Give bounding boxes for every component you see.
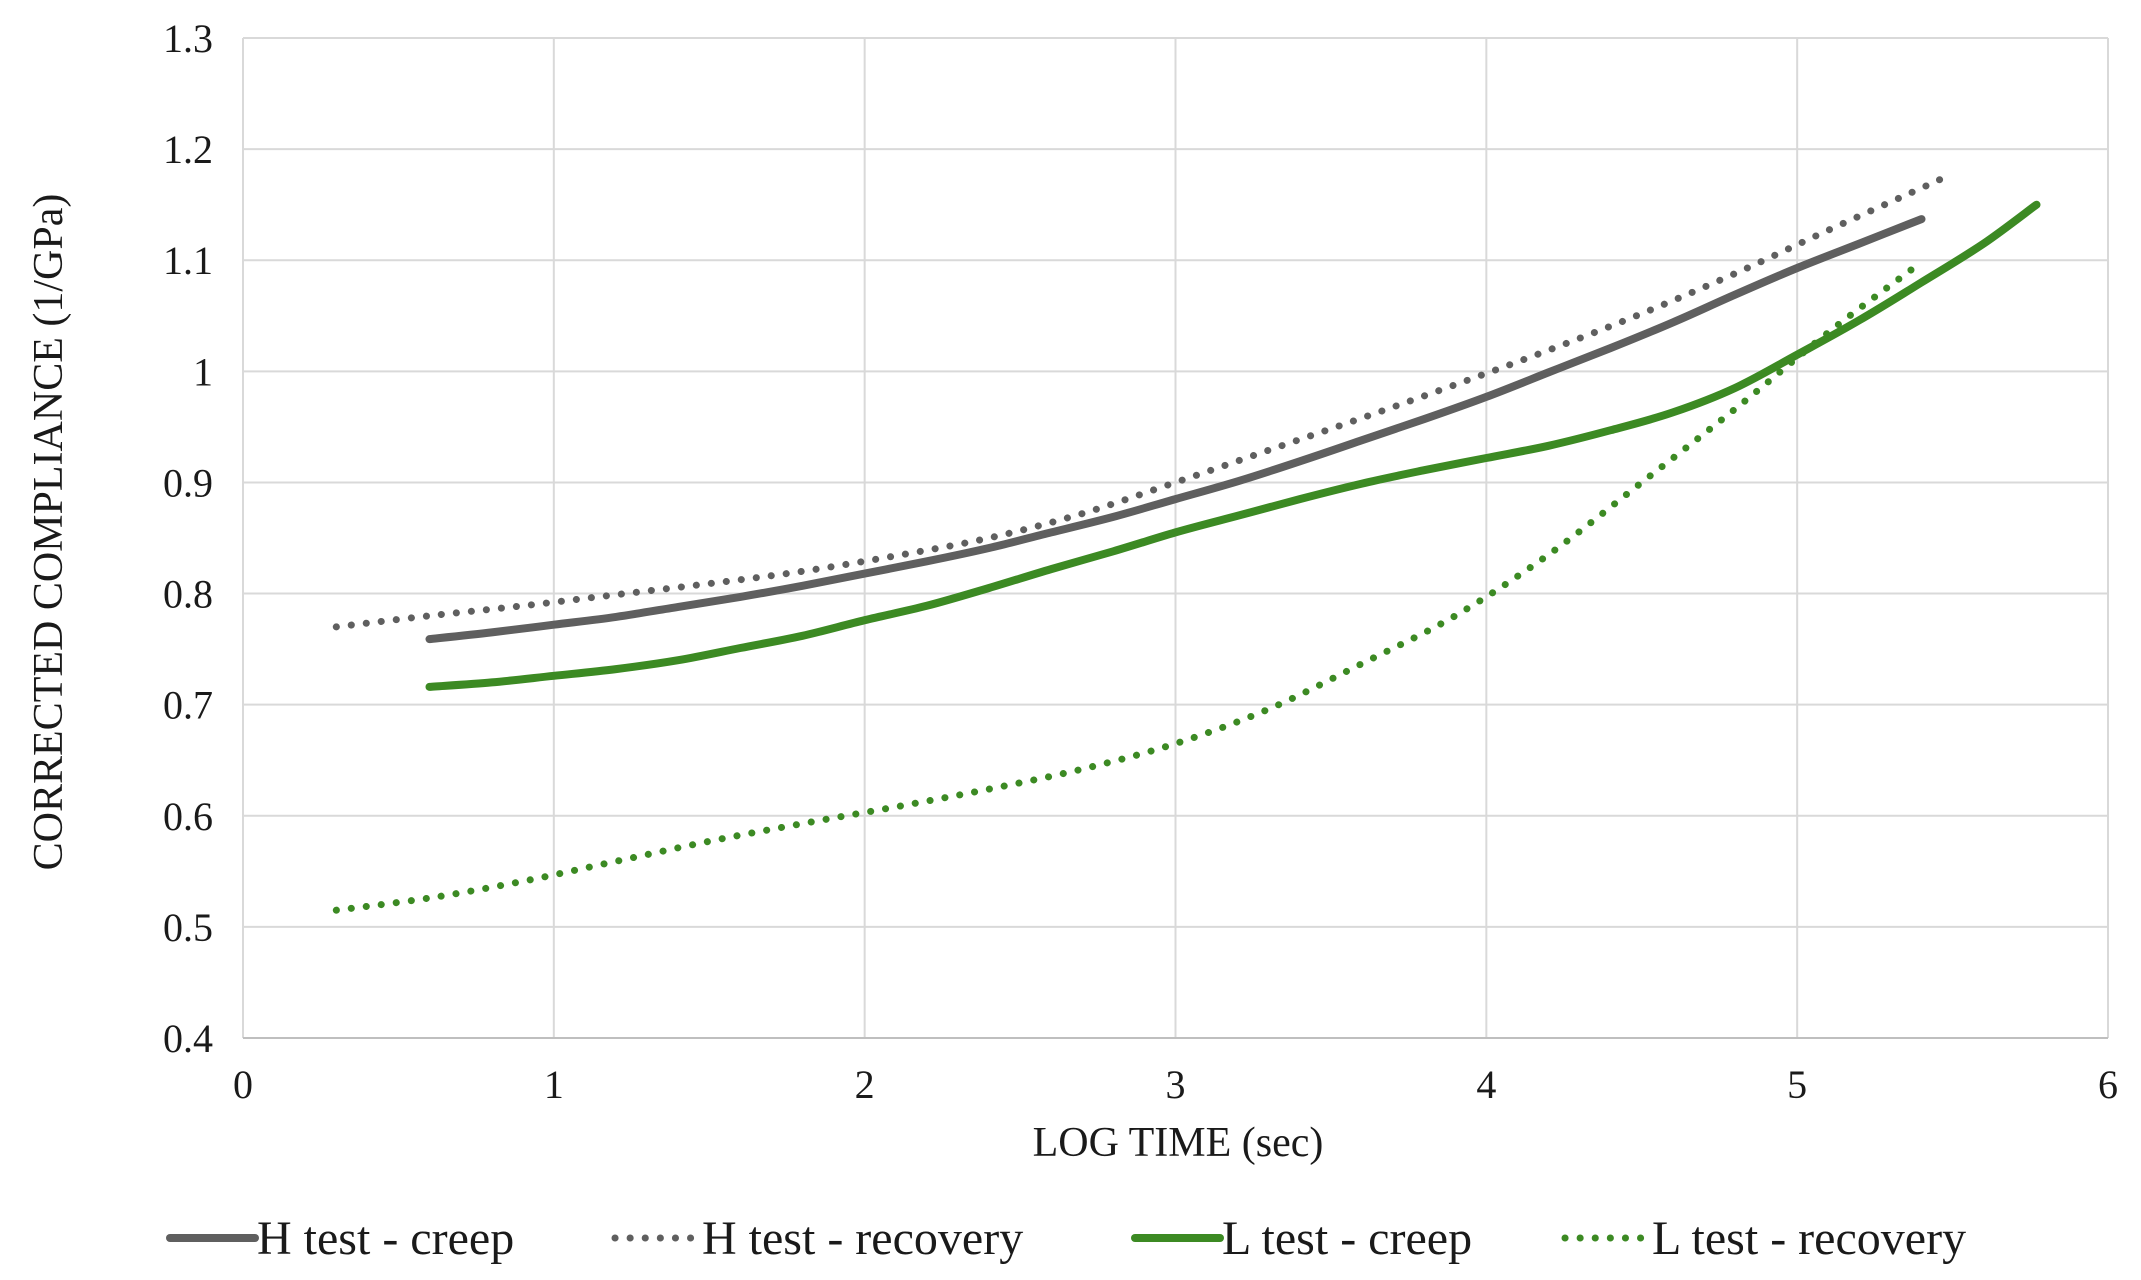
y-tick-label: 0.7 <box>163 683 213 728</box>
x-tick-labels: 0 1 2 3 4 5 6 <box>233 1062 2118 1107</box>
gridlines <box>242 37 2109 1039</box>
x-tick-label: 2 <box>855 1062 875 1107</box>
y-tick-label: 0.4 <box>163 1016 213 1061</box>
x-axis-title: LOG TIME (sec) <box>1033 1120 1324 1166</box>
y-tick-label: 0.9 <box>163 460 213 505</box>
legend-label-l-test-creep: L test - creep <box>1222 1212 1472 1265</box>
series-line-l-test-recovery <box>332 265 1916 914</box>
x-tick-label: 3 <box>1166 1062 1186 1107</box>
x-tick-label: 6 <box>2098 1062 2118 1107</box>
y-tick-label: 0.8 <box>163 572 213 617</box>
x-tick-label: 1 <box>544 1062 564 1107</box>
y-tick-label: 1.2 <box>163 127 213 172</box>
legend-label-h-test-recovery: H test - recovery <box>702 1212 1023 1265</box>
y-axis-title: CORRECTED COMPLIANCE (1/GPa) <box>26 194 72 871</box>
series-line-h-test-recovery <box>332 170 1957 631</box>
x-tick-label: 4 <box>1476 1062 1496 1107</box>
legend: H test - creep H test - recovery L test - … <box>166 1212 1966 1265</box>
series-line-l-test-creep <box>425 200 2041 691</box>
plot-series <box>332 170 2041 914</box>
y-tick-label: 1.1 <box>163 238 213 283</box>
y-tick-labels: 0.4 0.5 0.6 0.7 0.8 0.9 1 1.1 1.2 1.3 <box>163 16 213 1061</box>
x-tick-label: 5 <box>1787 1062 1807 1107</box>
y-tick-label: 1.3 <box>163 16 213 61</box>
series-line-h-test-creep <box>425 215 1926 644</box>
y-tick-label: 0.5 <box>163 905 213 950</box>
x-tick-label: 0 <box>233 1062 253 1107</box>
y-tick-label: 0.6 <box>163 794 213 839</box>
legend-label-l-test-recovery: L test - recovery <box>1652 1212 1966 1265</box>
y-tick-label: 1 <box>193 349 213 394</box>
legend-label-h-test-creep: H test - creep <box>257 1212 514 1265</box>
